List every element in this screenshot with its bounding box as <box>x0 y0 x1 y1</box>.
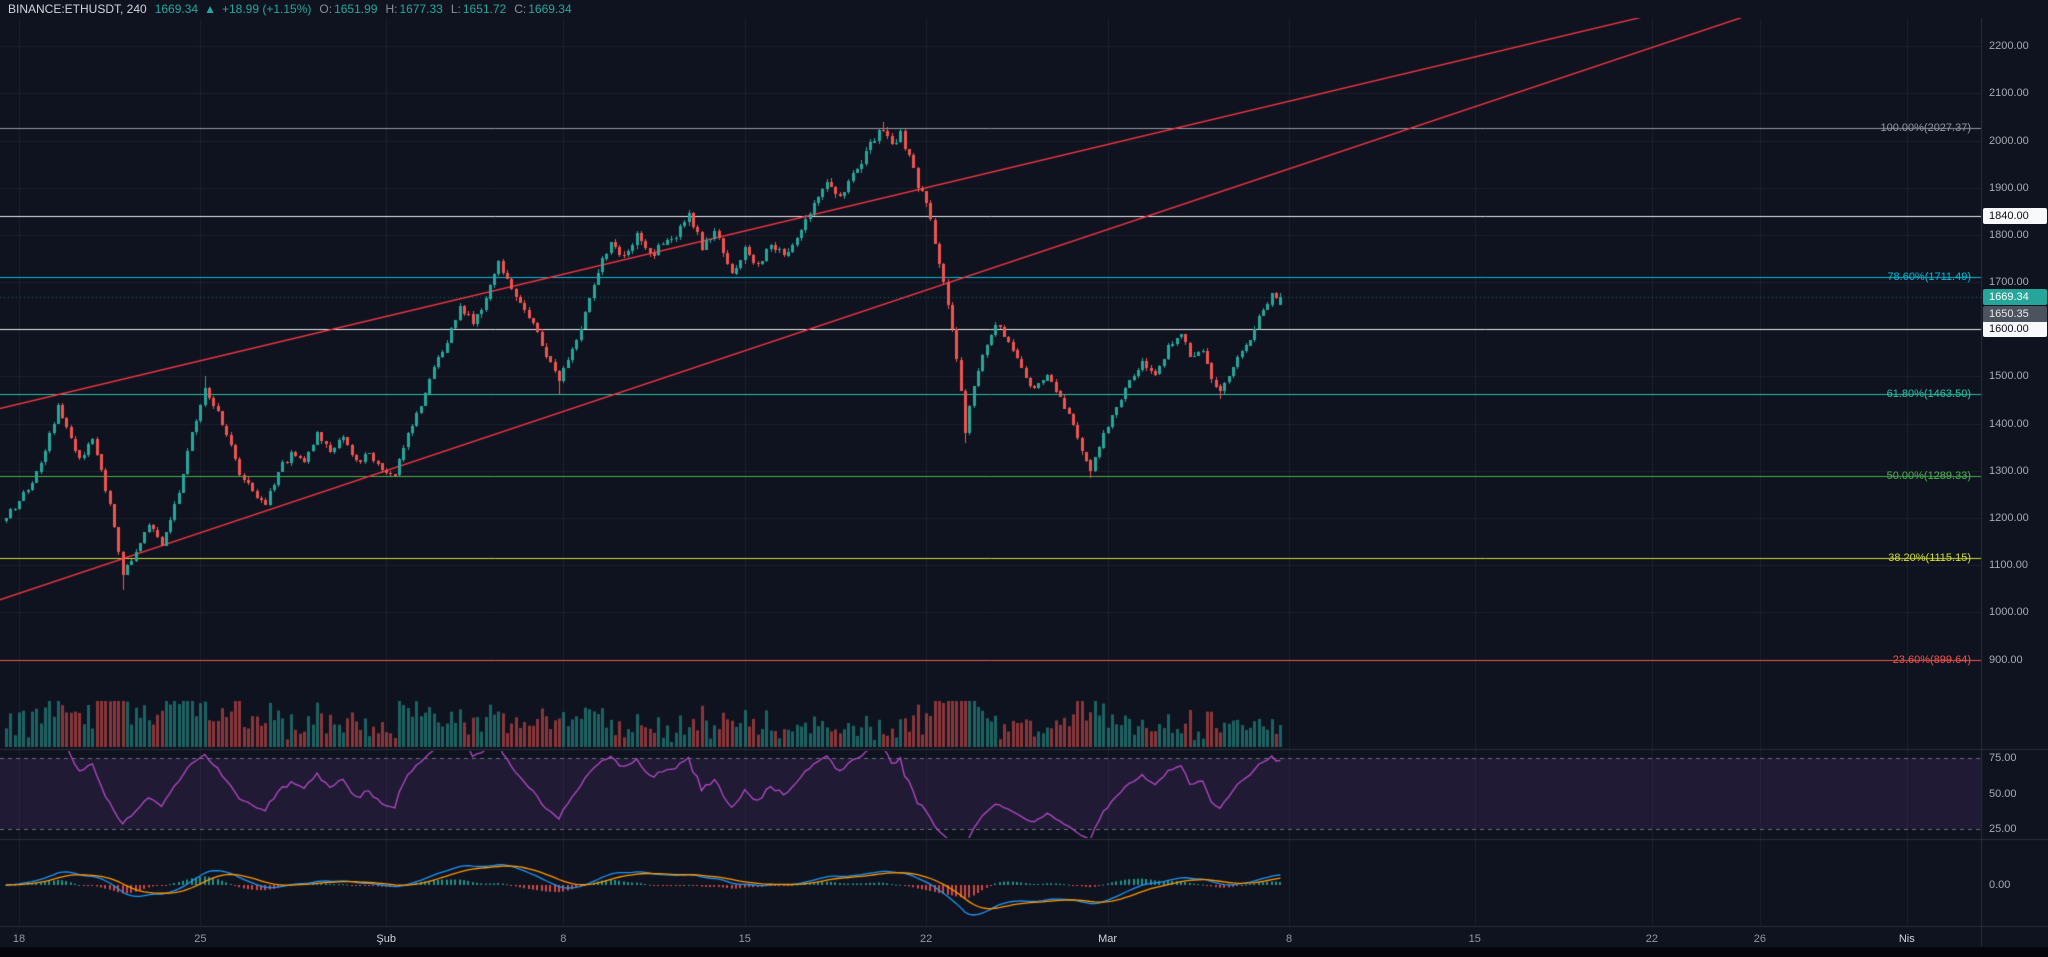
symbol-legend[interactable]: BINANCE:ETHUSDT, 240 1669.34 ▲ +18.99 (+1.1… <box>8 1 572 18</box>
price-change: +18.99 (+1.15%) <box>221 2 312 16</box>
ohlc-label: O: <box>319 2 333 16</box>
ohlc-label: C: <box>514 2 527 16</box>
change-arrow-icon: ▲ <box>204 2 216 16</box>
ohlc-value: 1669.34 <box>528 2 572 16</box>
ohlc-value: 1651.72 <box>462 2 507 16</box>
ohlc-label: L: <box>450 2 461 16</box>
ohlc-value: 1677.33 <box>399 2 443 16</box>
ohlc-values: O: 1651.99 H: 1677.33 L: 1651.72 C: 1669.34 <box>311 2 571 16</box>
symbol-title[interactable]: BINANCE:ETHUSDT, 240 <box>8 2 147 16</box>
last-price: 1669.34 <box>154 2 199 16</box>
ohlc-value: 1651.99 <box>334 2 378 16</box>
ohlc-label: H: <box>385 2 398 16</box>
